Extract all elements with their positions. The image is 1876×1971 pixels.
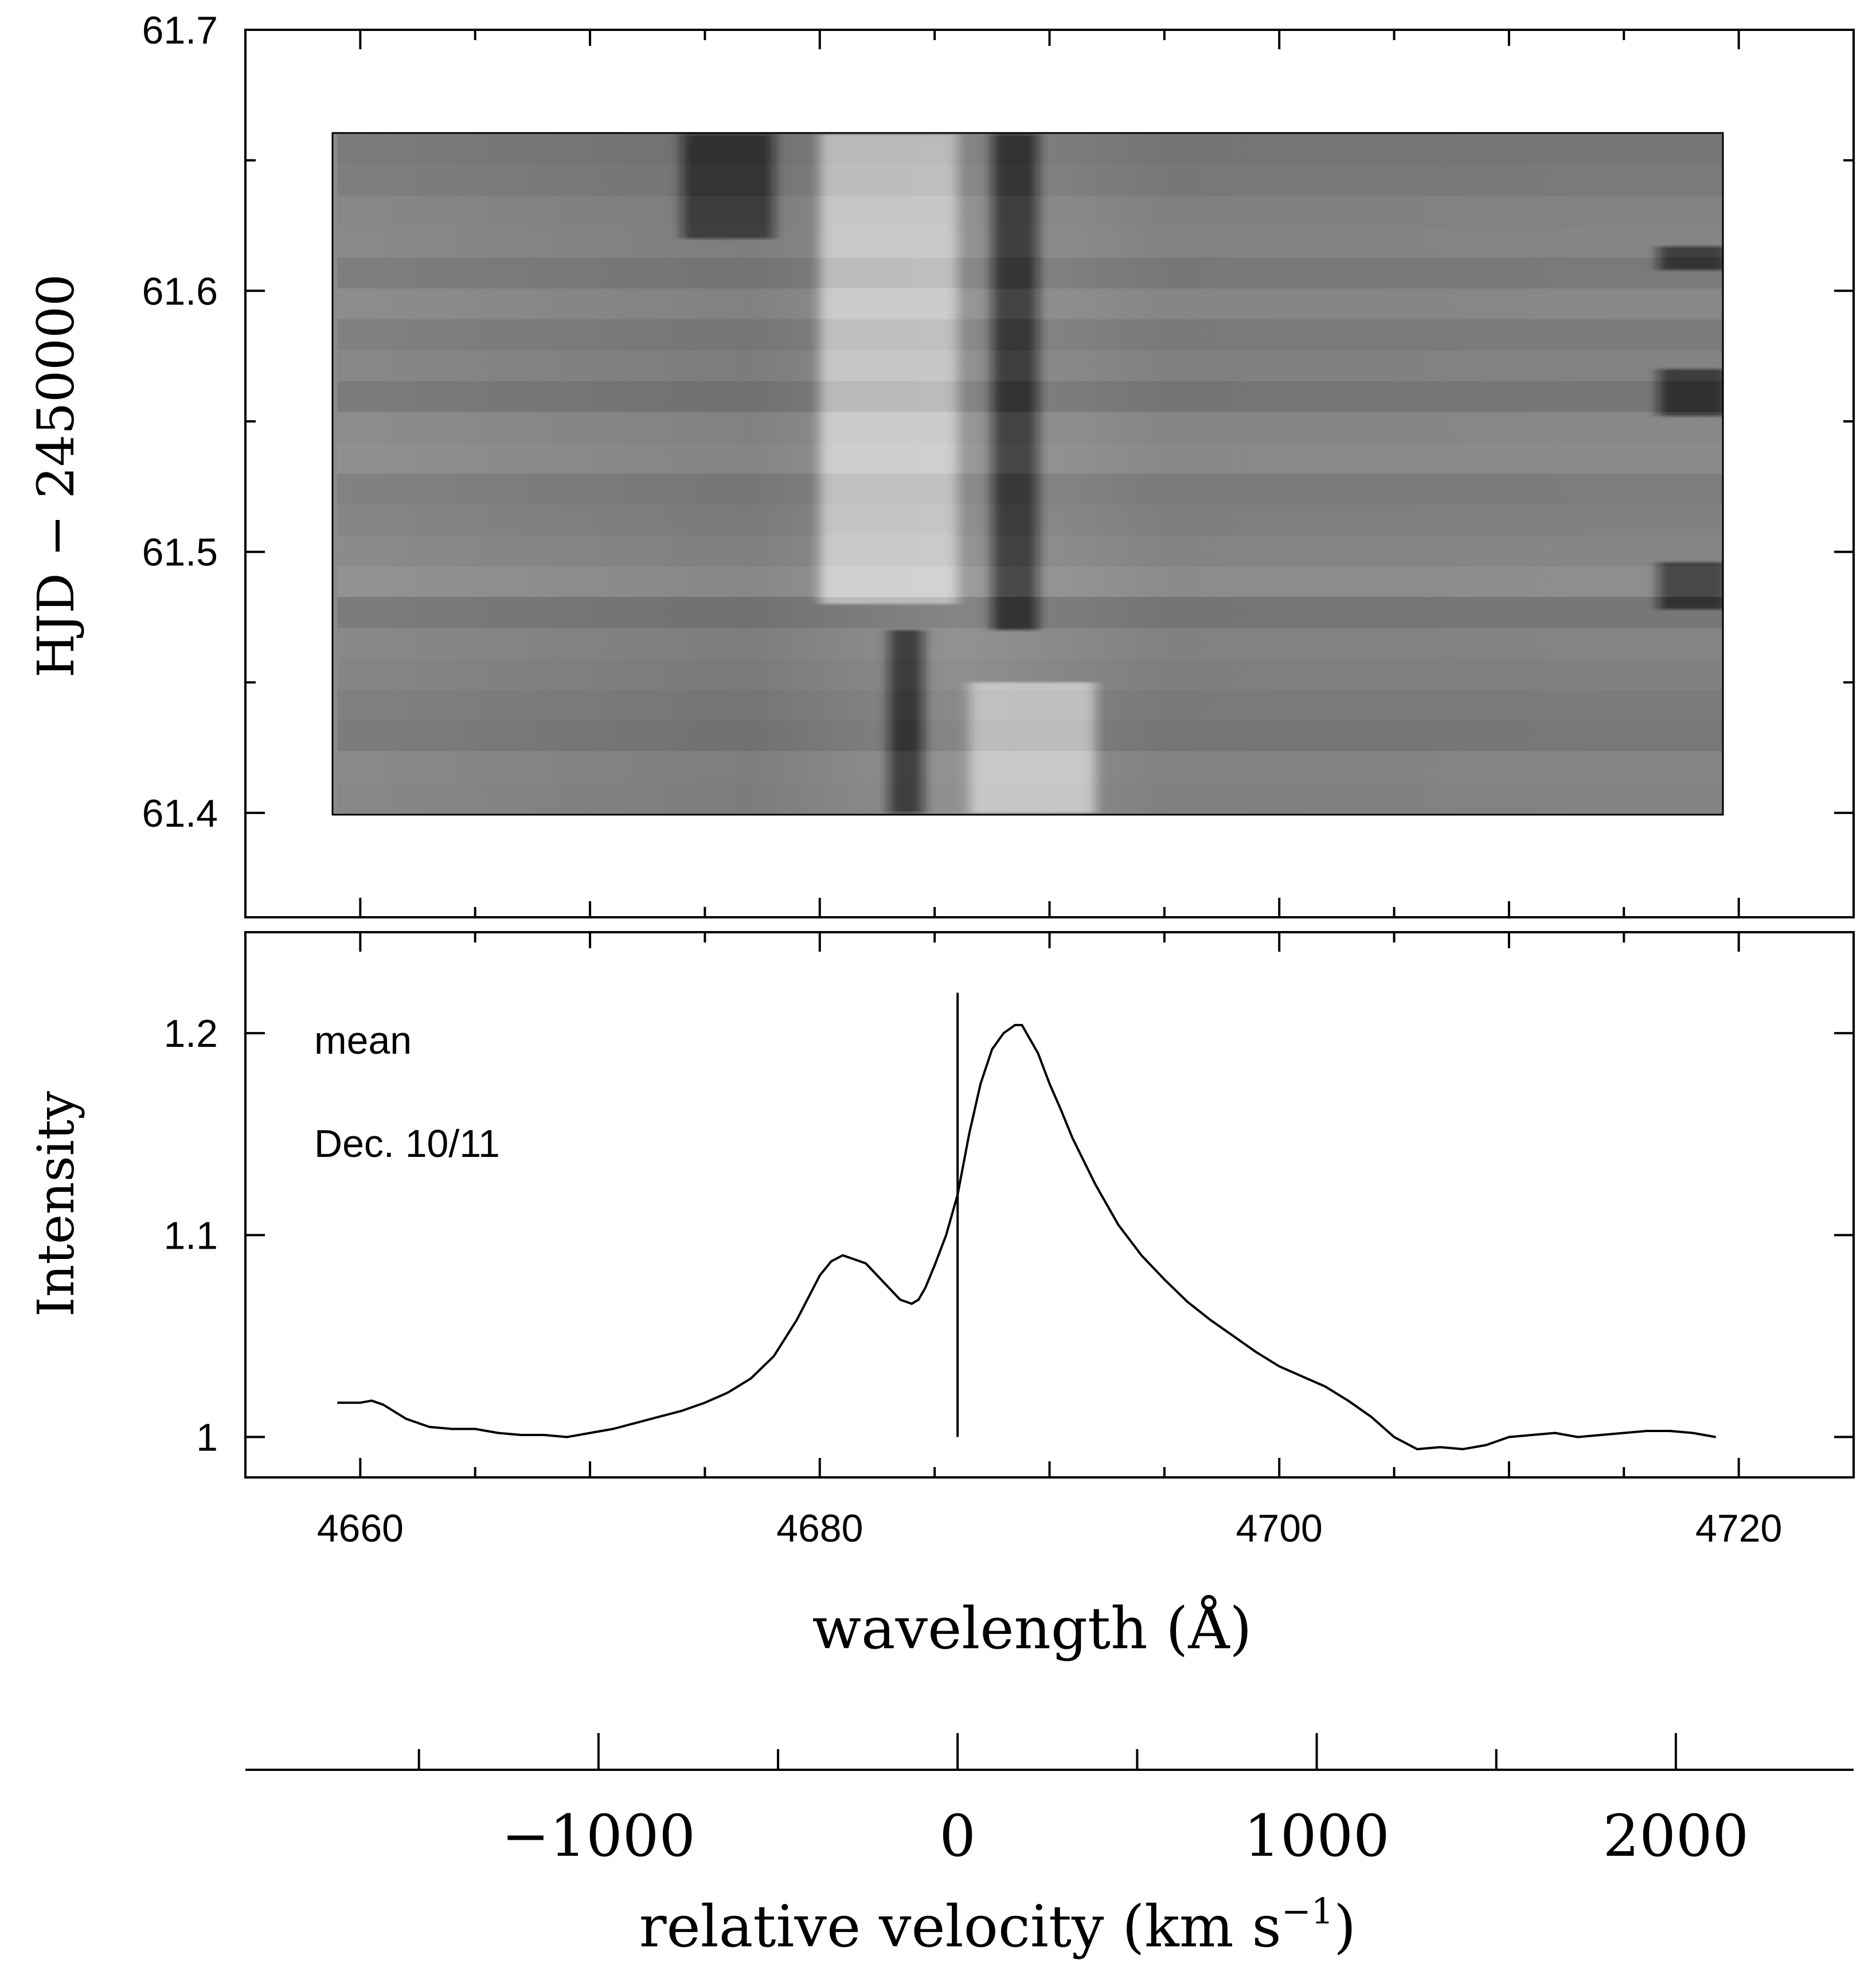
top-y-tick-label: 61.5 [142, 531, 218, 574]
bottom-y-tick-label: 1.2 [163, 1012, 218, 1055]
heatmap-row-14 [337, 350, 1723, 381]
heatmap-row-7 [337, 566, 1723, 597]
heatmap-row-6 [337, 597, 1723, 628]
velocity-tick-label: −1000 [502, 1802, 695, 1870]
bottom-x-tick-label: 4680 [776, 1507, 863, 1550]
bottom-panel-ticks: 1 1.1 1.2 4660 4680 4700 4720 [163, 932, 1854, 1550]
bottom-panel-frame [244, 931, 1855, 1479]
heatmap-row-19 [337, 195, 1723, 227]
heatmap-row-20 [337, 165, 1723, 196]
heatmap-row-21 [337, 134, 1723, 165]
top-y-axis-label: HJD − 2450000 [26, 274, 85, 678]
x-axis-label-velocity: relative velocity (km s−1) [639, 1890, 1357, 1960]
heatmap-image [333, 133, 1723, 815]
heatmap-row-0 [337, 782, 1723, 813]
heatmap-row-3 [337, 689, 1723, 721]
heatmap-row-11 [337, 443, 1723, 474]
heatmap-feature-3 [992, 134, 1038, 631]
top-panel-ticks: 61.4 61.5 61.6 61.7 [142, 9, 1854, 917]
heatmap-row-10 [337, 474, 1723, 505]
heatmap-feature-0 [889, 630, 924, 813]
x-axis-label-wavelength: wavelength (Å) [812, 1595, 1252, 1662]
heatmap-row-17 [337, 257, 1723, 289]
heatmap-row-9 [337, 504, 1723, 535]
series-line-mean [337, 1024, 1716, 1450]
heatmap-row-18 [337, 226, 1723, 258]
top-y-tick-label: 61.6 [142, 269, 218, 313]
heatmap-feature-4 [682, 134, 774, 239]
heatmap-border [331, 132, 1724, 816]
heatmap-row-13 [337, 381, 1723, 412]
heatmap-row-12 [337, 412, 1723, 443]
heatmap-row-5 [337, 628, 1723, 659]
velocity-tick-label: 1000 [1244, 1802, 1390, 1870]
velocity-axis-ticks: −1000 0 1000 2000 [417, 1733, 1749, 1870]
annotation-mean: mean [314, 1019, 412, 1062]
heatmap-row-16 [337, 288, 1723, 319]
heatmap-row-8 [337, 535, 1723, 566]
top-y-tick-label: 61.7 [142, 9, 218, 52]
bottom-y-tick-label: 1 [196, 1416, 218, 1460]
heatmap-row-15 [337, 319, 1723, 350]
heatmap-feature-1 [969, 682, 1096, 813]
velocity-tick-label: 0 [939, 1802, 976, 1870]
heatmap-row-1 [337, 751, 1723, 783]
top-y-tick-label: 61.4 [142, 792, 218, 835]
heatmap-feature-6 [1658, 369, 1723, 416]
bottom-y-tick-label: 1.1 [163, 1214, 218, 1257]
velocity-tick-label: 2000 [1603, 1802, 1749, 1870]
heatmap-feature-5 [1658, 246, 1723, 270]
heatmap-feature-2 [819, 134, 958, 604]
heatmap-feature-7 [1658, 562, 1723, 609]
bottom-x-tick-label: 4700 [1236, 1507, 1323, 1550]
heatmap-row-4 [337, 658, 1723, 690]
bottom-x-tick-label: 4660 [317, 1507, 404, 1550]
annotation-date: Dec. 10/11 [314, 1122, 500, 1166]
bottom-x-tick-label: 4720 [1695, 1507, 1782, 1550]
bottom-y-axis-label: Intensity [26, 1091, 85, 1317]
heatmap-row-2 [337, 720, 1723, 752]
